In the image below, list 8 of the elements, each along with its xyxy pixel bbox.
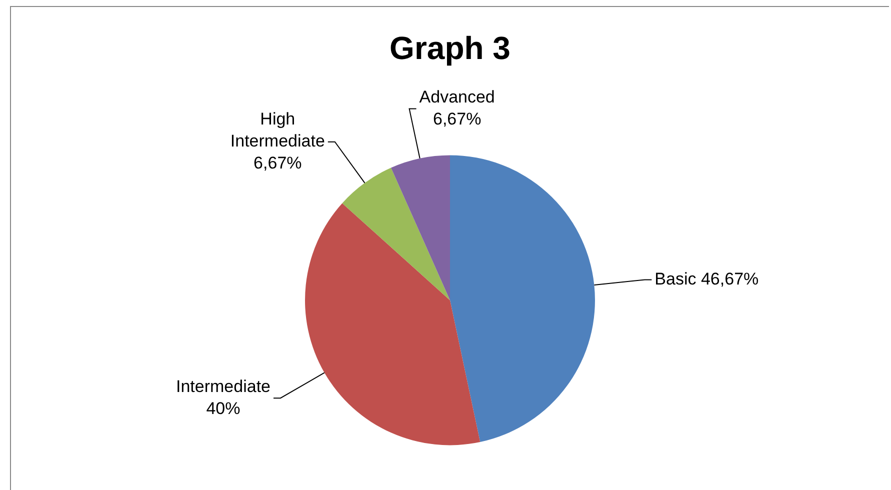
data-label: 6,67%	[432, 109, 482, 128]
data-label: 40%	[206, 398, 240, 418]
slice-label: Advanced	[419, 87, 495, 106]
slice-label: High Intermediate	[230, 110, 325, 151]
data-label: 6,67%	[254, 154, 302, 173]
slice-label: Intermediate	[176, 376, 270, 396]
slice-label: Basic 46,67%	[654, 269, 759, 288]
chart-title: Graph 3	[390, 30, 510, 66]
